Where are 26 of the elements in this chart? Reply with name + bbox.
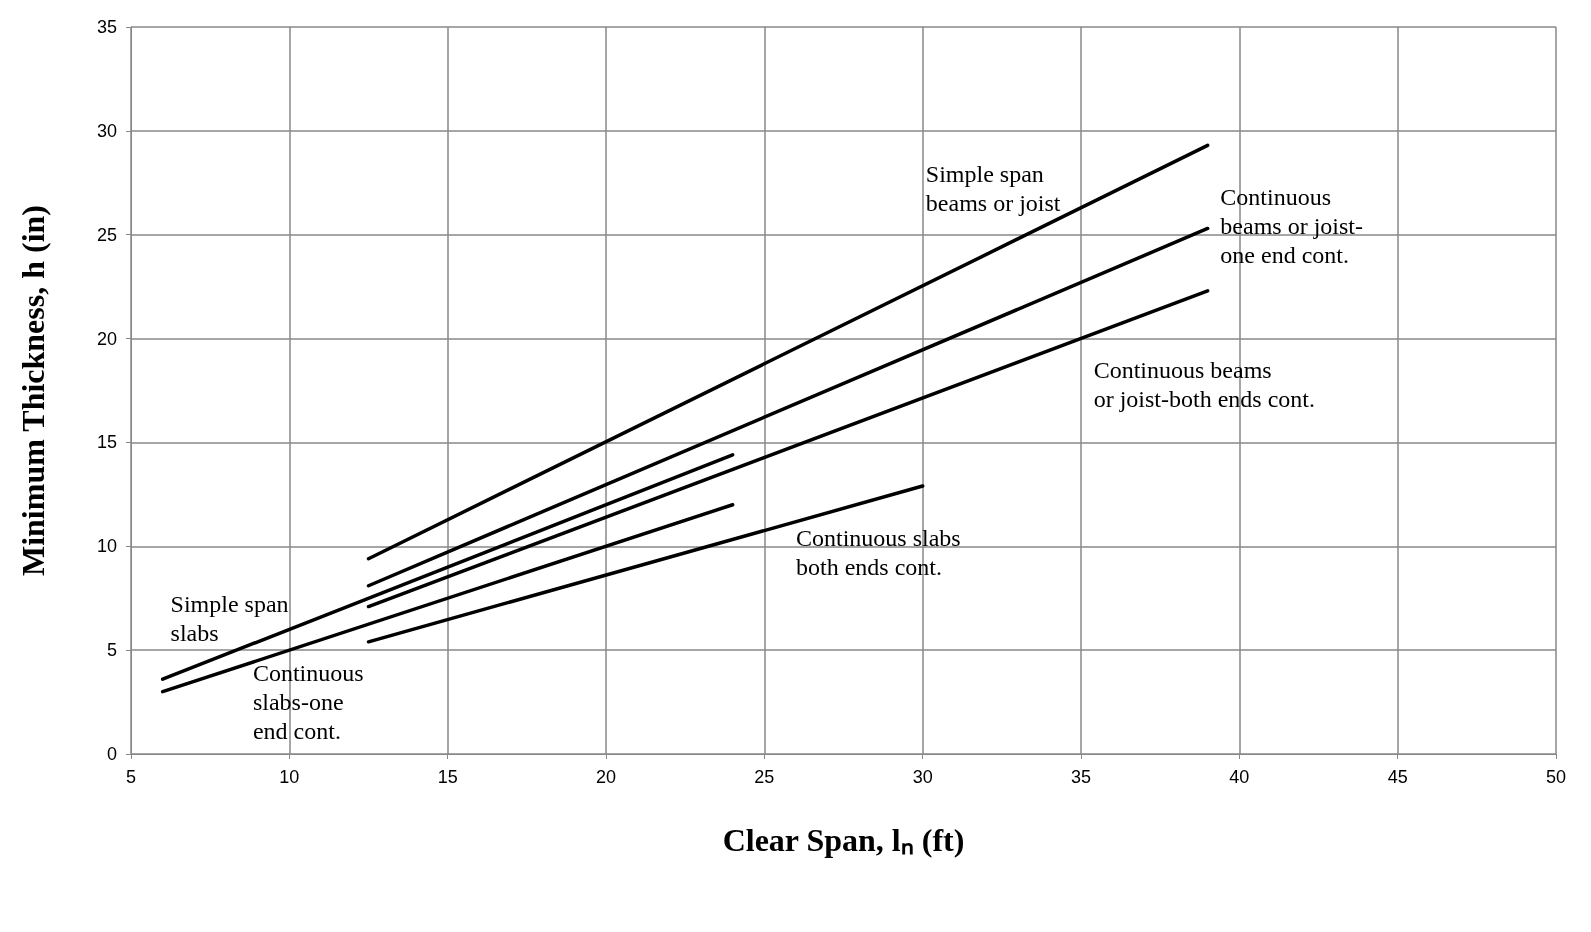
x-tick-label: 50	[1545, 767, 1567, 787]
x-axis-title: Clear Span, lₙ (ft)	[722, 822, 965, 858]
y-axis-title: Minimum Thickness, h (in)	[15, 204, 51, 577]
x-tick-label: 45	[1387, 767, 1408, 787]
x-tick-label: 15	[437, 767, 458, 787]
y-tick-label: 25	[96, 224, 117, 245]
annotation: Continuous beams or joist- one end cont.	[1220, 184, 1363, 269]
x-tick-label: 35	[1070, 767, 1092, 787]
annotation: Simple span slabs	[170, 591, 289, 647]
y-tick-label: 0	[106, 744, 117, 764]
annotation: Continuous slabs-one end cont.	[252, 659, 364, 744]
annotation: Continuous beams or joist-both ends cont.	[1093, 356, 1315, 412]
x-tick-label: 40	[1229, 767, 1250, 787]
x-tick-label: 10	[279, 767, 300, 787]
annotation: Simple span beams or joist	[925, 161, 1061, 217]
x-tick-label: 5	[125, 767, 137, 787]
x-tick-label: 20	[595, 767, 617, 787]
y-tick-label: 30	[96, 120, 117, 141]
y-tick-label: 5	[106, 640, 117, 661]
annotation: Continuous slabs both ends cont.	[796, 524, 961, 580]
x-tick-label: 30	[912, 767, 933, 787]
y-tick-label: 15	[96, 432, 117, 453]
y-tick-label: 35	[96, 17, 117, 37]
x-tick-label: 25	[754, 767, 775, 787]
y-tick-label: 20	[96, 328, 117, 349]
y-tick-label: 10	[96, 536, 117, 557]
